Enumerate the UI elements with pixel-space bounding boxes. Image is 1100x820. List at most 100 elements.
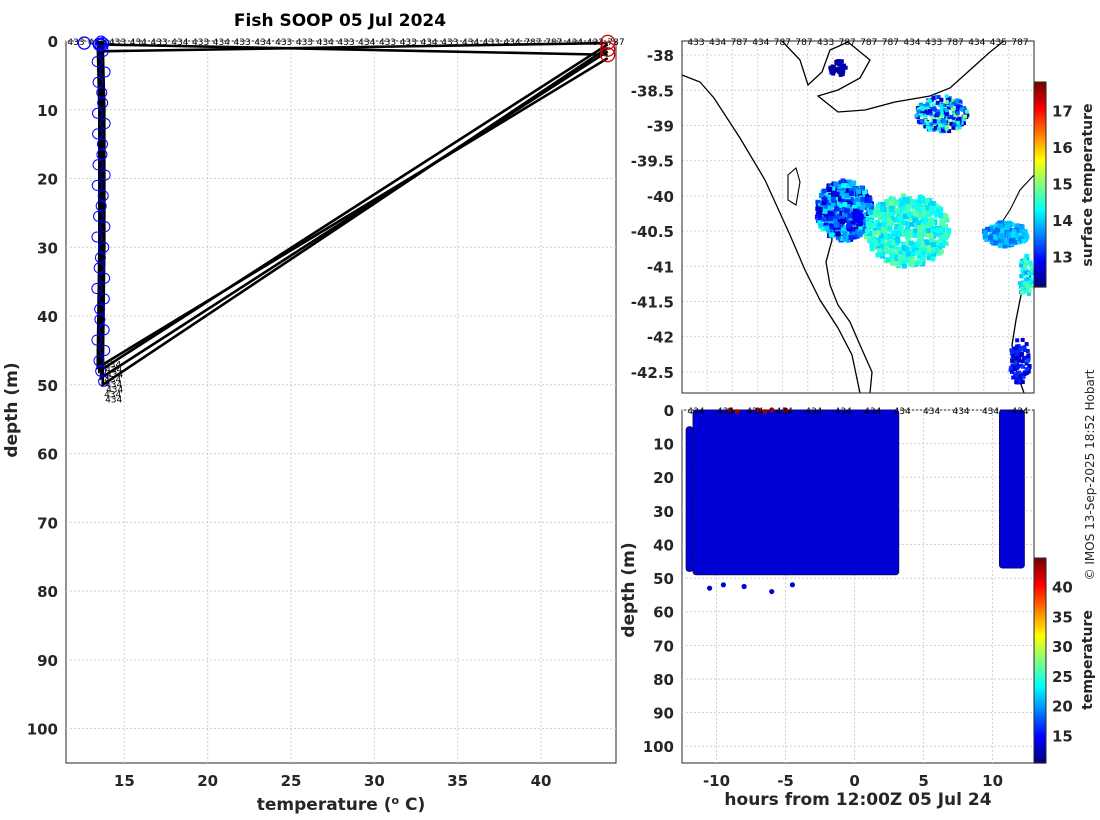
sst-pixel bbox=[1026, 353, 1031, 358]
colorbar-segment bbox=[1034, 644, 1046, 649]
colorbar-tick-label: 30 bbox=[1052, 638, 1073, 656]
time-depth-top-label: 434 bbox=[805, 407, 822, 417]
sst-pixel bbox=[923, 109, 928, 114]
sst-pixel bbox=[856, 189, 862, 195]
sst-pixel bbox=[883, 199, 889, 205]
sst-pixel bbox=[889, 247, 895, 253]
profile-y-tick-label: 0 bbox=[48, 33, 58, 51]
colorbar-segment bbox=[1034, 206, 1046, 211]
colorbar-segment bbox=[1034, 142, 1046, 147]
sst-pixel bbox=[840, 226, 846, 232]
sst-pixel bbox=[936, 126, 941, 131]
sst-pixel bbox=[834, 206, 840, 212]
sst-pixel bbox=[894, 255, 900, 261]
sst-pixel bbox=[852, 204, 858, 210]
sst-pixel bbox=[830, 185, 836, 191]
sst-pixel bbox=[933, 125, 938, 130]
colorbar-segment bbox=[1034, 673, 1046, 678]
sst-pixel bbox=[1010, 369, 1015, 374]
colorbar-segment bbox=[1034, 152, 1046, 157]
sst-pixel bbox=[830, 196, 836, 202]
sst-pixel bbox=[930, 256, 936, 262]
sst-pixel bbox=[965, 113, 970, 118]
sst-pixel bbox=[817, 206, 823, 212]
profile-y-tick-label: 90 bbox=[37, 652, 58, 670]
map-top-label: 434 bbox=[709, 38, 726, 48]
sst-pixel bbox=[963, 114, 968, 119]
time-depth-x-tick-label: -5 bbox=[777, 772, 794, 790]
sst-pixel bbox=[991, 229, 997, 235]
sst-pixel bbox=[916, 240, 922, 246]
sst-pixel bbox=[864, 228, 870, 234]
time-depth-y-tick-label: 10 bbox=[653, 436, 674, 454]
colorbar-segment bbox=[1034, 194, 1046, 198]
sst-pixel bbox=[1020, 267, 1025, 272]
profile-top-label: 433 bbox=[150, 38, 167, 48]
colorbar-segment bbox=[1034, 609, 1046, 614]
profile-x-tick-label: 35 bbox=[447, 772, 468, 790]
sst-pixel bbox=[1023, 257, 1028, 262]
sst-pixel bbox=[1023, 233, 1029, 239]
sst-pixel bbox=[852, 208, 858, 214]
sst-pixel bbox=[906, 257, 912, 263]
map-lat-tick-label: -41 bbox=[647, 258, 674, 276]
profile-point bbox=[99, 221, 111, 233]
colorbar-segment bbox=[1034, 564, 1046, 569]
sst-pixel bbox=[920, 261, 926, 267]
sst-pixel bbox=[988, 234, 994, 240]
colorbar-segment bbox=[1034, 615, 1046, 620]
time-depth-top-label: 434 bbox=[1011, 407, 1028, 417]
sst-pixel bbox=[866, 202, 872, 208]
sst-pixel bbox=[877, 222, 883, 228]
map-top-label: 434 bbox=[752, 38, 769, 48]
colorbar-segment bbox=[1034, 98, 1046, 102]
sst-pixel bbox=[929, 220, 935, 226]
sst-pixel bbox=[958, 105, 963, 110]
sst-pixel bbox=[884, 243, 890, 249]
hot-point bbox=[755, 407, 761, 413]
sst-pixel bbox=[859, 188, 865, 194]
sst-pixel bbox=[1030, 271, 1035, 276]
sst-pixel bbox=[1025, 355, 1030, 360]
sst-pixel bbox=[941, 118, 946, 123]
sst-pixel bbox=[922, 118, 927, 123]
profile-top-label: 433 bbox=[441, 38, 458, 48]
colorbar-segment bbox=[1034, 222, 1046, 227]
hot-point bbox=[727, 407, 733, 413]
map-tick-labels: -38 -38.5 -39 -39.5 -40 -40.5 -41 -41.5 -42 -42.5 bbox=[631, 47, 674, 382]
sst-pixel bbox=[827, 205, 833, 211]
sst-pixel bbox=[949, 121, 954, 126]
profile-point bbox=[99, 169, 111, 181]
sst-pixel bbox=[912, 217, 918, 223]
sst-pixel bbox=[941, 240, 947, 246]
sst-pixel bbox=[893, 249, 899, 255]
profile-top-label: 433 bbox=[296, 38, 313, 48]
sst-pixel bbox=[959, 120, 964, 125]
colorbar-segment bbox=[1034, 730, 1046, 735]
sst-pixel bbox=[834, 191, 840, 197]
sst-pixel bbox=[1024, 367, 1029, 372]
profile-bottom-label: 434 bbox=[105, 396, 122, 406]
colorbar-segment bbox=[1034, 107, 1046, 112]
sst-pixel bbox=[923, 124, 928, 129]
sst-pixel bbox=[937, 114, 942, 119]
sst-pixel bbox=[1023, 261, 1028, 266]
colorbar-segment bbox=[1034, 727, 1046, 732]
sst-pixel bbox=[1004, 239, 1010, 245]
profile-top-label: 434 bbox=[171, 38, 188, 48]
sst-pixel bbox=[1016, 379, 1021, 384]
sst-pixel bbox=[851, 231, 857, 237]
profile-x-tick-label: 20 bbox=[197, 772, 218, 790]
colorbar-segment bbox=[1034, 618, 1046, 623]
colorbar-segment bbox=[1034, 650, 1046, 655]
sst-pixel bbox=[912, 232, 918, 238]
colorbar-segment bbox=[1034, 91, 1046, 96]
sst-pixel bbox=[825, 194, 831, 200]
sst-pixel bbox=[880, 243, 886, 249]
sst-pixel bbox=[828, 232, 834, 238]
sst-pixel bbox=[940, 212, 946, 218]
colorbar-segment bbox=[1034, 647, 1046, 652]
sst-pixel bbox=[1014, 223, 1020, 229]
sst-pixel bbox=[898, 261, 904, 267]
colorbar-segment bbox=[1034, 702, 1046, 706]
